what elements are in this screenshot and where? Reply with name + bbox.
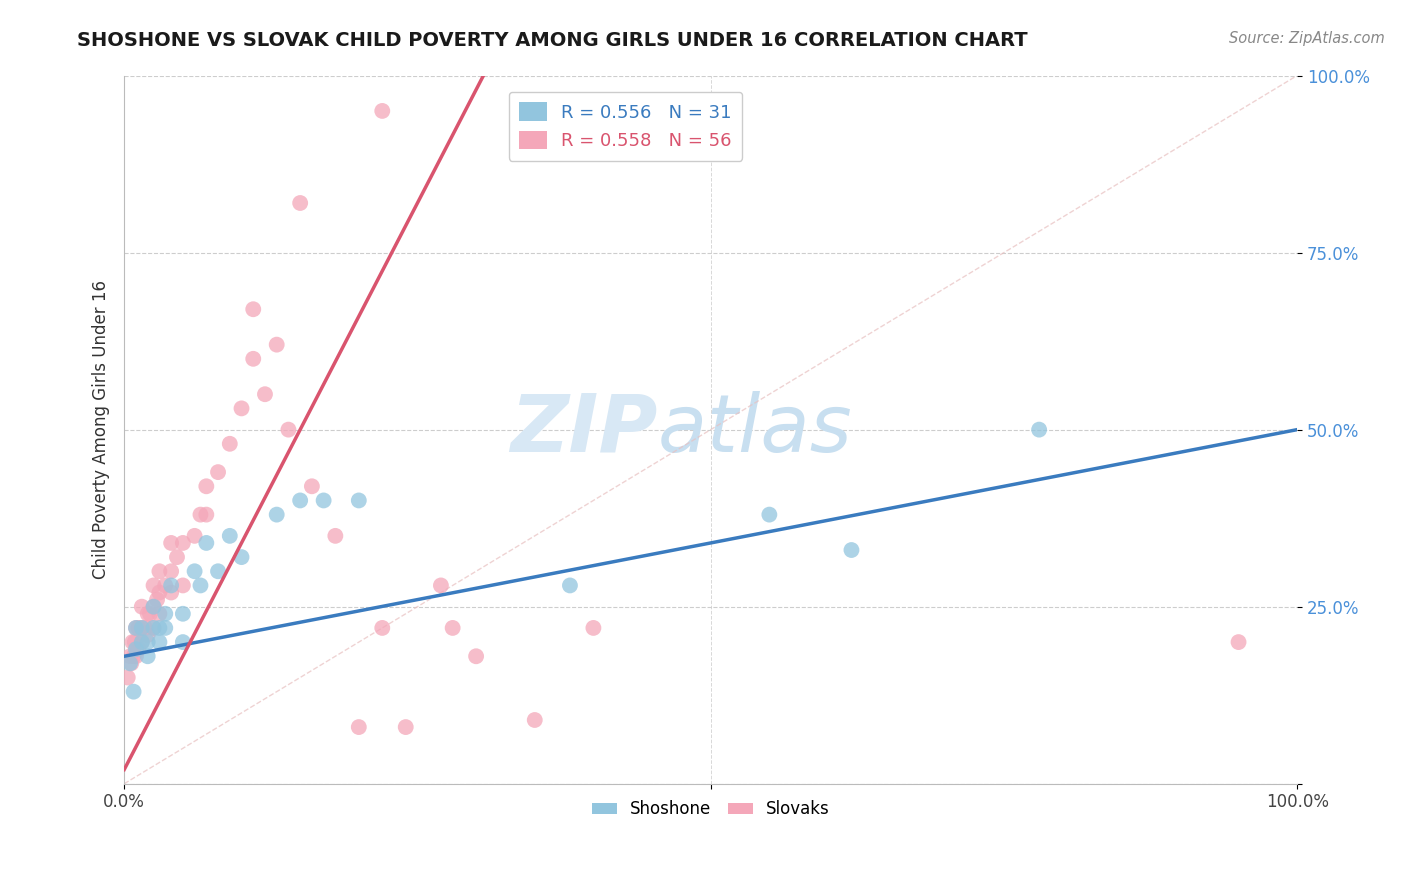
Slovaks xyxy=(218,437,240,451)
Slovaks xyxy=(166,550,188,565)
Slovaks xyxy=(172,536,194,550)
Slovaks xyxy=(139,607,162,621)
Slovaks xyxy=(131,635,153,649)
Shoshone xyxy=(266,508,288,522)
Slovaks xyxy=(582,621,605,635)
Shoshone xyxy=(207,564,229,578)
Shoshone xyxy=(136,649,159,664)
Slovaks xyxy=(288,196,311,211)
Slovaks xyxy=(207,465,229,479)
Slovaks xyxy=(160,564,183,578)
Slovaks xyxy=(148,564,170,578)
Slovaks xyxy=(131,599,153,614)
Shoshone xyxy=(122,684,145,698)
Slovaks xyxy=(441,621,464,635)
Slovaks xyxy=(120,657,142,671)
Slovaks xyxy=(183,529,205,543)
Shoshone xyxy=(125,642,148,657)
Slovaks xyxy=(134,621,156,635)
Slovaks xyxy=(277,423,299,437)
Slovaks xyxy=(231,401,253,416)
Shoshone xyxy=(288,493,311,508)
Slovaks xyxy=(325,529,347,543)
Shoshone xyxy=(231,550,253,565)
Slovaks xyxy=(125,649,148,664)
Slovaks xyxy=(121,635,143,649)
Slovaks xyxy=(242,351,264,366)
Text: Source: ZipAtlas.com: Source: ZipAtlas.com xyxy=(1229,31,1385,46)
Slovaks xyxy=(1227,635,1250,649)
Text: SHOSHONE VS SLOVAK CHILD POVERTY AMONG GIRLS UNDER 16 CORRELATION CHART: SHOSHONE VS SLOVAK CHILD POVERTY AMONG G… xyxy=(77,31,1028,50)
Slovaks xyxy=(142,599,165,614)
Slovaks xyxy=(142,578,165,592)
Legend: Shoshone, Slovaks: Shoshone, Slovaks xyxy=(585,794,837,825)
Slovaks xyxy=(347,720,370,734)
Slovaks xyxy=(301,479,323,493)
Shoshone xyxy=(131,621,153,635)
Slovaks xyxy=(136,628,159,642)
Shoshone xyxy=(142,621,165,635)
Shoshone xyxy=(142,599,165,614)
Slovaks xyxy=(148,607,170,621)
Slovaks xyxy=(190,508,212,522)
Slovaks xyxy=(125,621,148,635)
Shoshone xyxy=(160,578,183,592)
Shoshone xyxy=(841,543,863,558)
Slovaks xyxy=(430,578,453,592)
Shoshone xyxy=(136,635,159,649)
Slovaks xyxy=(155,578,177,592)
Shoshone xyxy=(347,493,370,508)
Y-axis label: Child Poverty Among Girls Under 16: Child Poverty Among Girls Under 16 xyxy=(93,280,110,579)
Shoshone xyxy=(312,493,335,508)
Slovaks xyxy=(142,621,165,635)
Slovaks xyxy=(465,649,488,664)
Slovaks xyxy=(127,621,149,635)
Slovaks xyxy=(266,337,288,351)
Slovaks xyxy=(146,592,169,607)
Text: ZIP: ZIP xyxy=(510,391,658,468)
Text: atlas: atlas xyxy=(658,391,852,468)
Shoshone xyxy=(148,621,170,635)
Slovaks xyxy=(127,642,149,657)
Slovaks xyxy=(172,578,194,592)
Shoshone xyxy=(183,564,205,578)
Slovaks xyxy=(242,302,264,317)
Shoshone xyxy=(155,607,177,621)
Slovaks xyxy=(395,720,418,734)
Shoshone xyxy=(558,578,581,592)
Shoshone xyxy=(120,657,142,671)
Shoshone xyxy=(172,635,194,649)
Slovaks xyxy=(160,536,183,550)
Slovaks xyxy=(195,479,218,493)
Shoshone xyxy=(1028,423,1050,437)
Shoshone xyxy=(190,578,212,592)
Slovaks xyxy=(148,585,170,599)
Shoshone xyxy=(195,536,218,550)
Slovaks xyxy=(371,103,394,118)
Slovaks xyxy=(195,508,218,522)
Slovaks xyxy=(124,635,146,649)
Shoshone xyxy=(172,607,194,621)
Slovaks xyxy=(122,649,145,664)
Slovaks xyxy=(117,671,139,685)
Shoshone xyxy=(148,635,170,649)
Slovaks xyxy=(371,621,394,635)
Slovaks xyxy=(253,387,276,401)
Slovaks xyxy=(120,649,142,664)
Slovaks xyxy=(136,607,159,621)
Slovaks xyxy=(160,585,183,599)
Shoshone xyxy=(758,508,780,522)
Shoshone xyxy=(155,621,177,635)
Shoshone xyxy=(218,529,240,543)
Shoshone xyxy=(125,621,148,635)
Slovaks xyxy=(523,713,546,727)
Slovaks xyxy=(131,621,153,635)
Shoshone xyxy=(131,635,153,649)
